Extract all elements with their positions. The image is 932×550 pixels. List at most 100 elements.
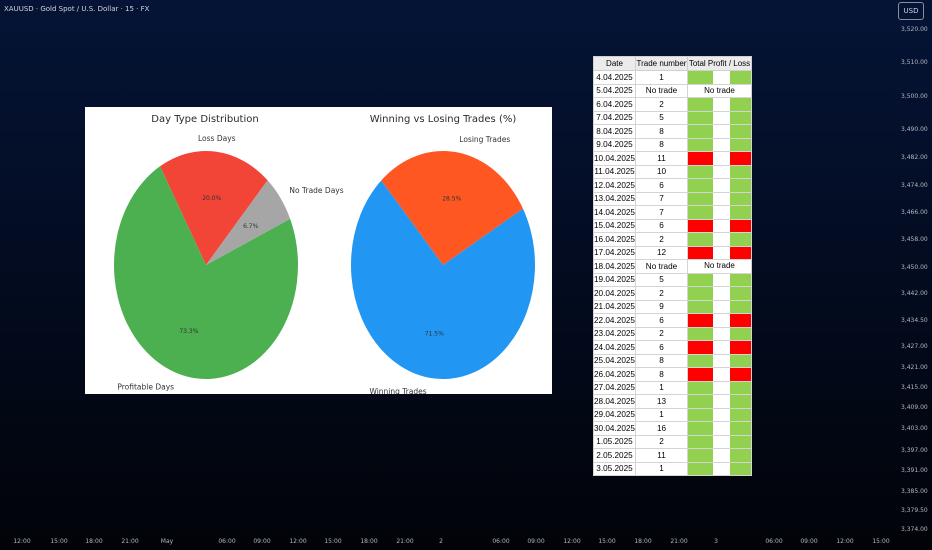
table-row: 29.04.2025 1	[593, 407, 752, 422]
table-row: 2.05.2025 11	[593, 448, 752, 463]
time-tick-label: 06:00	[218, 538, 236, 545]
profit-loss-fill	[730, 219, 751, 232]
price-tick-label: 3,421.00	[901, 364, 928, 371]
pie-charts-panel: Day Type Distribution 20.0% Loss Days 73.3%…	[85, 107, 552, 396]
profit-loss-cell	[687, 353, 752, 368]
date-cell: 9.04.2025	[593, 137, 636, 152]
date-cell: 19.04.2025	[593, 272, 636, 287]
table-row: 18.04.2025 No trade No trade	[593, 259, 752, 274]
pie-slice	[113, 166, 298, 379]
profit-loss-fill	[713, 435, 730, 448]
time-tick-label: 18:00	[85, 538, 103, 545]
price-tick-label: 3,450.00	[901, 264, 928, 271]
table-row: 19.04.2025 5	[593, 272, 752, 287]
profit-loss-fill	[713, 422, 730, 435]
date-cell: 21.04.2025	[593, 299, 636, 314]
table-row: 20.04.2025 2	[593, 286, 752, 301]
table-row: 11.04.2025 10	[593, 164, 752, 179]
profit-loss-fill	[730, 327, 751, 340]
profit-loss-fill	[730, 300, 751, 313]
date-cell: 4.04.2025	[593, 70, 636, 85]
table-row: 30.04.2025 16	[593, 421, 752, 436]
price-tick-label: 3,415.00	[901, 384, 928, 391]
price-tick-label: 3,490.00	[901, 126, 928, 133]
profit-loss-fill	[713, 71, 730, 84]
trade-number-cell: 1	[635, 461, 688, 476]
time-tick-label: 15:00	[50, 538, 68, 545]
symbol-title: XAUUSD · Gold Spot / U.S. Dollar · 15 · …	[4, 5, 150, 13]
date-cell: 1.05.2025	[593, 434, 636, 449]
date-cell: 16.04.2025	[593, 232, 636, 247]
trade-log-table: Date Trade number Total Profit / Loss 4.…	[593, 56, 752, 476]
table-row: 3.05.2025 1	[593, 461, 752, 476]
date-cell: 20.04.2025	[593, 286, 636, 301]
time-tick-label: 12:00	[836, 538, 854, 545]
trade-number-cell: 2	[635, 232, 688, 247]
date-cell: 6.04.2025	[593, 97, 636, 112]
profit-loss-fill	[730, 354, 751, 367]
date-cell: 2.05.2025	[593, 448, 636, 463]
profit-loss-fill	[713, 462, 730, 475]
profit-loss-fill	[730, 462, 751, 475]
profit-loss-cell	[687, 407, 752, 422]
trade-number-cell: 10	[635, 164, 688, 179]
trade-number-cell: 7	[635, 191, 688, 206]
slice-label: No Trade Days	[289, 186, 343, 195]
trade-number-cell: No trade	[635, 83, 688, 98]
pie-slice	[381, 151, 523, 265]
profit-loss-fill	[713, 111, 730, 124]
profit-loss-fill	[688, 206, 713, 219]
profit-loss-cell	[687, 272, 752, 287]
profit-loss-cell	[687, 313, 752, 328]
date-cell: 23.04.2025	[593, 326, 636, 341]
profit-loss-fill	[688, 192, 713, 205]
profit-loss-fill	[688, 233, 713, 246]
profit-loss-fill	[730, 165, 751, 178]
profit-loss-fill	[730, 273, 751, 286]
profit-loss-cell	[687, 232, 752, 247]
profit-loss-fill	[688, 462, 713, 475]
profit-loss-fill	[713, 395, 730, 408]
trade-number-cell: 2	[635, 434, 688, 449]
time-tick-label: 21:00	[670, 538, 688, 545]
profit-loss-fill	[730, 381, 751, 394]
price-tick-label: 3,397.00	[901, 447, 928, 454]
profit-loss-fill	[713, 449, 730, 462]
trade-number-cell: 8	[635, 367, 688, 382]
profit-loss-fill	[713, 327, 730, 340]
profit-loss-fill	[713, 219, 730, 232]
profit-loss-fill	[713, 125, 730, 138]
profit-loss-fill	[688, 381, 713, 394]
time-tick-label: 18:00	[634, 538, 652, 545]
profit-loss-fill	[713, 354, 730, 367]
profit-loss-fill	[688, 246, 713, 259]
date-cell: 8.04.2025	[593, 124, 636, 139]
profit-loss-fill	[730, 246, 751, 259]
table-row: 9.04.2025 8	[593, 137, 752, 152]
price-tick-label: 3,403.00	[901, 425, 928, 432]
profit-loss-fill	[730, 206, 751, 219]
price-tick-label: 3,427.00	[901, 343, 928, 350]
table-row: 10.04.2025 11	[593, 151, 752, 166]
profit-loss-fill	[688, 165, 713, 178]
currency-button[interactable]: USD	[898, 2, 924, 20]
profit-loss-fill	[713, 368, 730, 381]
date-cell: 17.04.2025	[593, 245, 636, 260]
pie-charts-svg: Day Type Distribution 20.0% Loss Days 73.3%…	[113, 114, 535, 396]
date-cell: 7.04.2025	[593, 110, 636, 125]
table-row: 23.04.2025 2	[593, 326, 752, 341]
price-tick-label: 3,474.00	[901, 182, 928, 189]
slice-percent-label: 20.0%	[202, 195, 221, 202]
table-row: 12.04.2025 6	[593, 178, 752, 193]
trade-number-cell: 8	[635, 124, 688, 139]
date-cell: 13.04.2025	[593, 191, 636, 206]
profit-loss-fill	[730, 422, 751, 435]
profit-loss-cell	[687, 286, 752, 301]
time-tick-label: 12:00	[13, 538, 31, 545]
pie-slice	[160, 150, 268, 265]
profit-loss-fill	[713, 165, 730, 178]
trade-number-cell: 9	[635, 299, 688, 314]
profit-loss-cell	[687, 367, 752, 382]
pie-title: Day Type Distribution	[151, 114, 258, 125]
profit-loss-fill	[688, 287, 713, 300]
